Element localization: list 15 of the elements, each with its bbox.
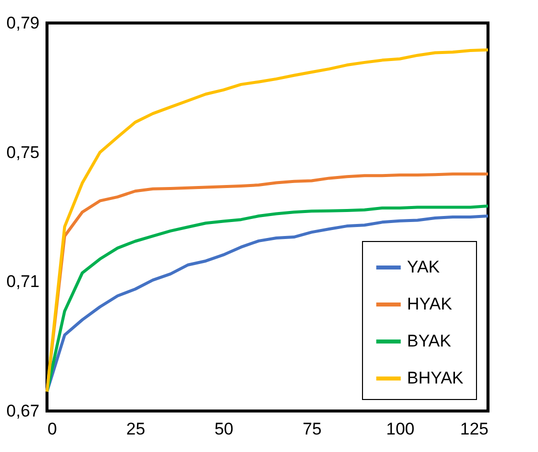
legend-label: HYAK bbox=[407, 294, 453, 314]
x-tick-label: 0 bbox=[48, 420, 57, 438]
x-tick-label: 100 bbox=[386, 420, 414, 438]
legend-label: YAK bbox=[407, 258, 440, 276]
x-tick-label: 25 bbox=[126, 420, 146, 438]
y-tick-label: 0,75 bbox=[6, 142, 40, 162]
y-tick-label: 0,67 bbox=[6, 402, 40, 420]
x-tick-label: 50 bbox=[214, 420, 234, 438]
legend-label: BYAK bbox=[407, 332, 452, 350]
x-tick-label: 125 bbox=[460, 420, 488, 438]
y-tick-label: 0,79 bbox=[6, 14, 40, 32]
x-tick-label: 75 bbox=[302, 420, 322, 438]
legend-label: BHYAK bbox=[407, 368, 464, 388]
y-tick-label: 0,71 bbox=[6, 272, 40, 292]
line-series bbox=[46, 48, 490, 394]
